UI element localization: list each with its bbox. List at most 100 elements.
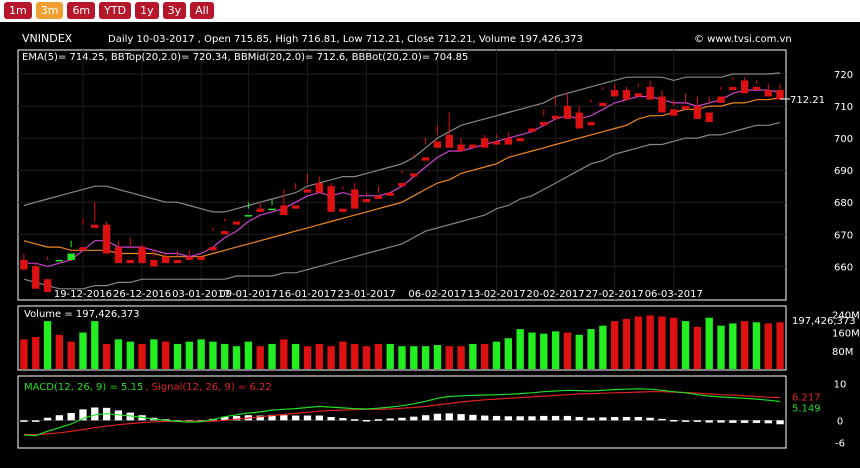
macd-last-label: 5.149: [792, 403, 821, 414]
candle-body: [410, 173, 418, 177]
volume-bar: [421, 346, 430, 369]
candle-body: [599, 102, 607, 107]
candle-body: [634, 93, 642, 97]
range-button-6m[interactable]: 6m: [67, 2, 96, 19]
candle-body: [776, 90, 784, 100]
macd-histogram-bar: [232, 415, 241, 421]
chart-labels: VNINDEX Daily 10-03-2017 , Open 715.85, H…: [22, 32, 792, 63]
candle-body: [445, 134, 453, 148]
macd-histogram-bar: [457, 414, 465, 421]
volume-bar: [776, 322, 784, 369]
date-tick-label: 20-02-2017: [527, 289, 585, 300]
candle-body: [173, 259, 182, 264]
candle-body: [102, 224, 111, 254]
volume-bar: [740, 321, 749, 369]
volume-bar: [351, 343, 359, 369]
candle-body: [457, 144, 465, 151]
candle-body: [327, 186, 335, 212]
volume-bar: [256, 346, 264, 369]
macd-histogram-bar: [622, 417, 631, 421]
ohlc-header: Daily 10-03-2017 , Open 715.85, High 716…: [108, 34, 583, 45]
candle-body: [362, 199, 371, 203]
macd-label: MACD(12, 26, 9) = 5.15: [24, 382, 143, 393]
macd-histogram-bar: [492, 415, 501, 421]
volume-bar: [67, 341, 75, 369]
date-tick-label: 27-02-2017: [586, 289, 644, 300]
macd-tick-label: -6: [835, 438, 845, 449]
volume-bar: [55, 334, 64, 369]
macd-histogram-bar: [469, 414, 477, 421]
volume-bar: [717, 325, 725, 369]
candle-body: [20, 259, 28, 270]
macd-histogram-bar: [280, 415, 288, 421]
volume-bar: [43, 321, 52, 369]
macd-histogram-bar: [256, 415, 264, 421]
date-tick-label: 26-12-2016: [113, 289, 171, 300]
watermark: © www.tvsi.com.vn: [694, 34, 792, 45]
macd-histogram-bar: [398, 417, 406, 421]
candle-body: [339, 208, 347, 212]
volume-bar: [374, 343, 383, 369]
candle-body: [256, 208, 264, 212]
range-button-3y[interactable]: 3y: [162, 2, 187, 19]
macd-histogram-bar: [55, 415, 64, 421]
candle-body: [504, 138, 513, 145]
volume-bar: [162, 341, 170, 369]
macd-histogram-bar: [79, 409, 87, 421]
candle-body: [611, 90, 619, 97]
volume-bar: [20, 339, 28, 369]
volume-bar: [729, 323, 737, 369]
volume-bar: [469, 343, 477, 369]
volume-bar: [173, 343, 182, 369]
volume-bar: [280, 339, 288, 369]
candle-body: [114, 247, 123, 264]
candle-body: [575, 112, 583, 129]
range-button-ytd[interactable]: YTD: [99, 2, 132, 19]
macd-line: [23, 388, 781, 437]
price-tick-label: 700: [834, 134, 853, 145]
volume-bar: [114, 339, 123, 369]
macd-histogram-bar: [516, 416, 524, 421]
macd-histogram-bar: [693, 420, 702, 422]
candle-body: [563, 106, 572, 119]
macd-histogram-bar: [32, 420, 40, 422]
price-tick-label: 680: [834, 198, 853, 209]
volume-bar: [634, 316, 642, 369]
candle-body: [516, 138, 524, 142]
volume-bar: [410, 346, 418, 369]
macd-histogram-bar: [315, 415, 323, 421]
volume-bar: [398, 346, 406, 369]
range-button-3m[interactable]: 3m: [35, 2, 64, 19]
volume-bar: [386, 343, 394, 369]
macd-histogram-bar: [291, 415, 300, 421]
macd-histogram-bar: [504, 416, 513, 421]
volume-tick-label: 240M: [832, 310, 860, 321]
volume-bar: [705, 317, 713, 369]
price-panel: 720 710 700 690 680 670 660 712.21 19-12-2016 26-…: [17, 49, 853, 301]
price-tick-label: 660: [834, 262, 853, 273]
macd-histogram-bar: [268, 414, 276, 421]
macd-histogram-bar: [611, 417, 619, 421]
volume-last-label: 197,426,373: [792, 316, 856, 327]
volume-bar: [658, 316, 666, 369]
macd-histogram-bar: [362, 419, 371, 422]
candle-body: [55, 259, 64, 262]
volume-bar: [670, 317, 678, 369]
candle-body: [315, 183, 323, 193]
candle-body: [232, 221, 241, 225]
range-button-1y[interactable]: 1y: [135, 2, 159, 19]
candle-body: [481, 138, 489, 148]
volume-tick-label: 160M: [832, 329, 860, 340]
candle-body: [91, 224, 99, 228]
candle-body: [43, 279, 52, 292]
macd-histogram-bar: [717, 420, 725, 423]
macd-histogram-bar: [386, 418, 394, 421]
range-button-all[interactable]: All: [190, 2, 214, 19]
macd-histogram-bar: [445, 413, 453, 421]
volume-tick-label: 80M: [832, 347, 853, 358]
range-button-1m[interactable]: 1m: [4, 2, 32, 19]
macd-histogram-bar: [599, 417, 607, 421]
chart-background: [0, 22, 860, 468]
candle-body: [528, 128, 536, 132]
